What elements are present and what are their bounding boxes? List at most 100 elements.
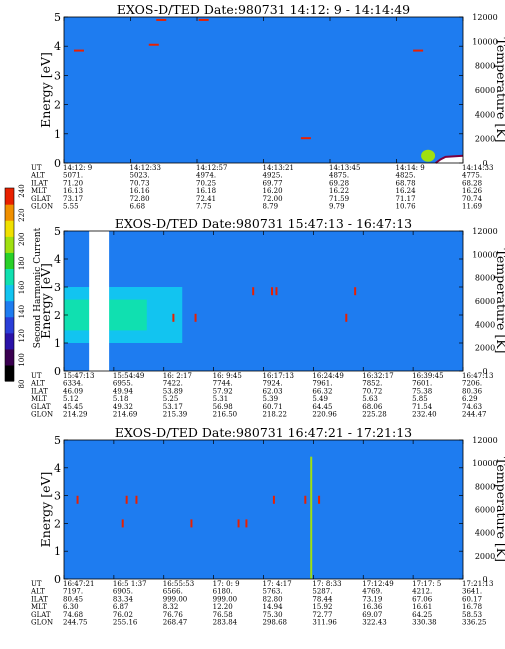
ephemeris-value: 16: 9:45 (213, 372, 242, 380)
data-gap (89, 231, 110, 371)
colorbar-tick-label: 160 (18, 281, 26, 294)
ephemeris-value: 10.76 (396, 203, 417, 211)
ephemeris-value: 78.44 (312, 595, 333, 603)
colorbar-tick-label: 220 (18, 208, 26, 221)
y-tick-label: 1 (54, 337, 61, 350)
ephemeris-value: 17:17: 5 (412, 580, 441, 588)
ephemeris-value: 80.45 (63, 595, 83, 603)
ephemeris-value: 67.06 (412, 595, 433, 603)
y2-tick-label: 10000 (472, 250, 497, 259)
ephemeris-value: 14:12:57 (196, 164, 227, 172)
y2-tick-label: 2000 (475, 135, 495, 144)
ephemeris-value: 6.29 (462, 395, 478, 403)
y-tick-label: 1 (54, 128, 61, 141)
ephemeris-value: 16.26 (462, 187, 483, 195)
y2-tick-label: 8000 (475, 62, 495, 71)
colorbar-tick-label: 200 (18, 233, 26, 246)
heatmap-dot (252, 287, 255, 296)
y2-tick-label: 0 (482, 367, 487, 376)
y2-tick-label: 4000 (475, 110, 495, 119)
ephemeris-value: 6334. (63, 380, 83, 388)
y-axis-label: Energy [eV] (38, 52, 53, 128)
colorbar-swatch (5, 188, 14, 205)
ephemeris-value: 46.09 (63, 387, 83, 395)
heatmap-background (64, 440, 463, 579)
ephemeris-value: 73.19 (362, 595, 382, 603)
ephemeris-value: 336.25 (462, 619, 487, 627)
ephemeris-value: 17: 8:33 (312, 580, 341, 588)
ephemeris-value: 5.18 (113, 395, 129, 403)
y2-axis-label: Temperature [K] (494, 457, 505, 562)
ephemeris-value: 16.78 (462, 603, 482, 611)
heatmap-dot (345, 313, 348, 322)
ephemeris-row-label: UT (31, 372, 42, 380)
ephemeris-value: 214.69 (113, 411, 138, 419)
y-tick-label: 3 (54, 281, 61, 294)
colorbar-swatch (5, 236, 14, 253)
ephemeris-value: 72.00 (263, 195, 283, 203)
ephemeris-value: 216.50 (213, 411, 238, 419)
heatmap-background (64, 17, 463, 163)
ephemeris-value: 71.54 (412, 403, 433, 411)
ephemeris-value: 7197. (63, 588, 83, 596)
ephemeris-value: 215.39 (163, 411, 188, 419)
ephemeris-value: 72.41 (196, 195, 216, 203)
y2-tick-label: 12000 (472, 227, 497, 236)
y2-tick-label: 2000 (475, 552, 495, 561)
ephemeris-value: 9.79 (329, 203, 345, 211)
heatmap-dot (121, 519, 124, 528)
ephemeris-row-label: GLON (31, 411, 53, 419)
ephemeris-value: 71.20 (63, 179, 83, 187)
y-tick-label: 5 (54, 11, 61, 24)
heatmap-dot (271, 287, 274, 296)
ephemeris-value: 7744. (213, 380, 233, 388)
ephemeris-value: 5.63 (362, 395, 378, 403)
ephemeris-value: 70.74 (462, 195, 483, 203)
y-tick-label: 0 (54, 157, 61, 170)
ephemeris-row-label: ILAT (31, 595, 48, 603)
ephemeris-value: 60.17 (462, 595, 482, 603)
colorbar-tick-label: 140 (18, 305, 26, 318)
ephemeris-value: 6.87 (113, 603, 129, 611)
ephemeris-value: 4974. (196, 172, 216, 180)
heatmap-dot (304, 495, 307, 504)
ephemeris-value: 49.32 (113, 403, 133, 411)
ephemeris-value: 16:47:13 (462, 372, 493, 380)
ephemeris-value: 14:12: 9 (63, 164, 92, 172)
y-tick-label: 4 (54, 40, 61, 53)
heatmap-dot (190, 519, 193, 528)
colorbar-tick-label: 120 (18, 329, 26, 342)
ephemeris-row-label: GLAT (31, 403, 51, 411)
ephemeris-value: 7.75 (196, 203, 212, 211)
ephemeris-value: 53.89 (163, 387, 183, 395)
panel-3: EXOS-D/TED Date:980731 16:47:21 - 17:21:… (30, 425, 505, 627)
ephemeris-value: 3641. (462, 588, 482, 596)
colorbar-swatch (5, 268, 14, 286)
y-axis-label: Energy [eV] (38, 263, 53, 339)
ephemeris-value: 5.25 (163, 395, 179, 403)
ephemeris-row-label: ILAT (31, 387, 48, 395)
colorbar-swatch (5, 284, 14, 302)
ephemeris-row-label: ALT (30, 172, 45, 180)
colorbar-tick-label: 80 (18, 380, 26, 389)
ephemeris-value: 14:12:33 (130, 164, 161, 172)
ephemeris-value: 58.53 (462, 611, 482, 619)
colorbar-tick-label: 240 (18, 184, 26, 197)
ephemeris-value: 5287. (312, 588, 332, 596)
ephemeris-value: 7852. (362, 380, 382, 388)
ephemeris-value: 69.28 (329, 179, 349, 187)
ephemeris-value: 6955. (113, 380, 133, 388)
ephemeris-value: 283.84 (213, 619, 238, 627)
panel-2: EXOS-D/TED Date:980731 15:47:13 - 16:47:… (30, 216, 505, 419)
y-tick-label: 0 (54, 365, 61, 378)
y-tick-label: 3 (54, 69, 61, 82)
y2-axis-label: Temperature [K] (494, 38, 505, 143)
ephemeris-value: 68.06 (362, 403, 383, 411)
ephemeris-value: 5023. (130, 172, 150, 180)
ephemeris-value: 66.32 (312, 387, 332, 395)
ephemeris-value: 53.17 (163, 403, 183, 411)
ephemeris-value: 62.03 (263, 387, 283, 395)
ephemeris-value: 15:47:13 (63, 372, 94, 380)
ephemeris-value: 15:54:49 (113, 372, 144, 380)
temperature-curve (435, 154, 464, 164)
